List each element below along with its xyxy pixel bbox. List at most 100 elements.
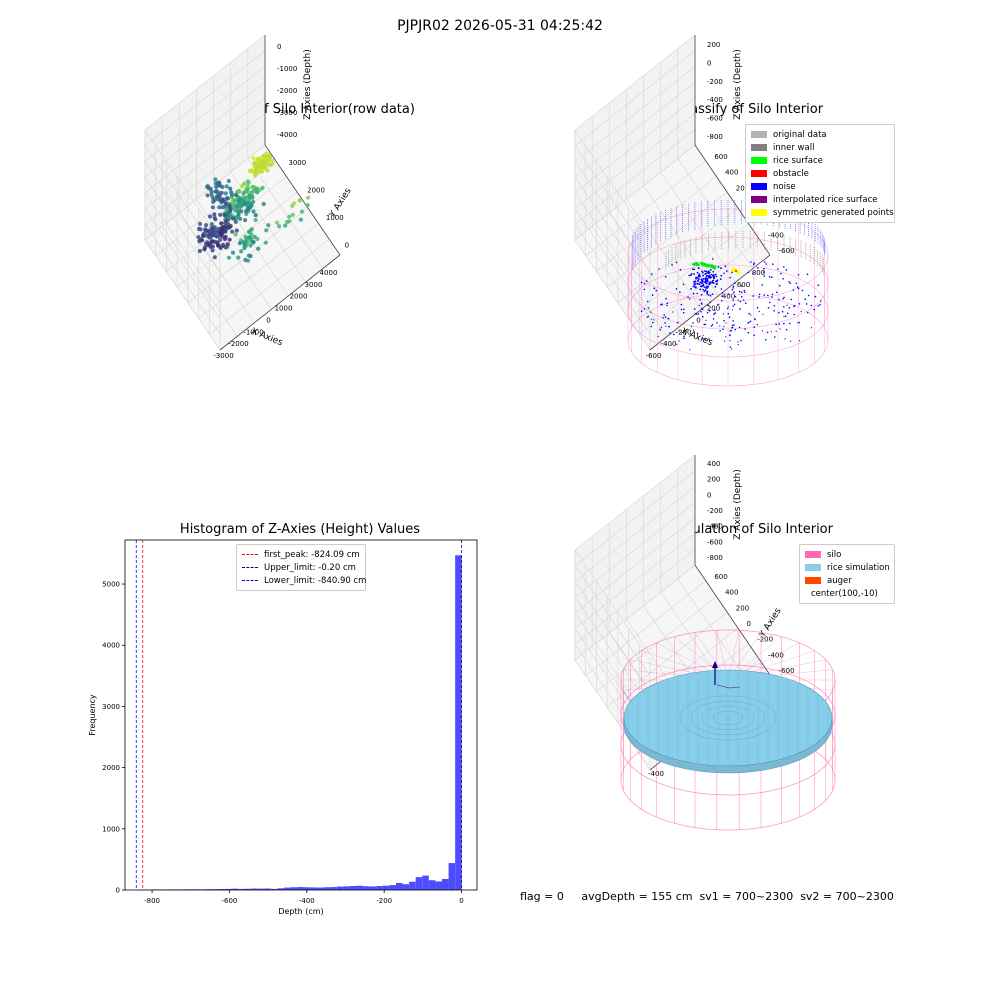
p2-noise-point [711, 324, 714, 326]
p1-data-point [244, 237, 249, 242]
p2-noise-point [664, 322, 666, 324]
p2-noise-point [661, 303, 663, 305]
p2-noise-point [693, 283, 696, 285]
p2-noise-point [798, 303, 801, 305]
p1-data-point [248, 243, 253, 248]
p2-y-tick-label: -600 [779, 247, 795, 255]
p3-y-axis-label: Frequency [88, 694, 97, 736]
p2-noise-point [798, 321, 801, 324]
p2-noise-point [704, 279, 707, 282]
p2-noise-point [730, 327, 733, 329]
legend-label: silo [827, 549, 842, 560]
p1-y-tick-label: 2000 [307, 186, 325, 194]
p3-histogram-bar [317, 887, 324, 890]
p1-y-tick-label: 3000 [288, 159, 306, 167]
legend-item: silo [805, 548, 889, 561]
p4-y-tick-label: -400 [768, 651, 784, 659]
p1-data-point [252, 234, 257, 239]
p2-noise-point [719, 330, 721, 332]
p2-noise-point [747, 271, 750, 274]
legend-item: obstacle [751, 167, 889, 180]
p4-x-tick-label: -400 [648, 770, 664, 778]
p2-noise-point [705, 275, 708, 278]
p2-rice-surface [692, 261, 740, 274]
p2-noise-point [668, 318, 670, 320]
p2-noise-point [689, 274, 692, 277]
p2-noise-point [700, 302, 703, 304]
legend-item: original data [751, 128, 889, 141]
p1-grid-line [209, 239, 330, 335]
legend-label: inner wall [773, 142, 815, 153]
p2-noise-point [779, 328, 781, 330]
p2-noise-point [650, 311, 652, 313]
p2-noise-point [789, 322, 791, 325]
p1-data-point [209, 239, 214, 244]
p2-noise-point [640, 281, 643, 284]
p2-noise-point [707, 285, 709, 288]
p2-x-tick-label: 200 [707, 305, 720, 313]
p1-data-point [239, 249, 244, 254]
p2-noise-point [720, 288, 723, 290]
p2-noise-point [732, 287, 734, 289]
p2-noise-point [707, 304, 709, 306]
p2-noise-point [726, 307, 729, 310]
p1-data-point [208, 186, 213, 191]
p1-z-tick-label: -3000 [277, 109, 297, 117]
p3-histogram-bar [271, 888, 278, 890]
p2-noise-point [680, 303, 683, 306]
p2-noise-point [775, 330, 777, 332]
p4-auger-arrow [712, 661, 718, 668]
p4-y-tick-label: 0 [747, 620, 751, 628]
p1-data-point [209, 222, 214, 227]
p4-y-axis-line [694, 564, 771, 676]
p2-noise-point [675, 261, 678, 264]
p3-histogram-bar [205, 889, 212, 890]
p2-grid-line [677, 158, 754, 269]
p2-noise-point [762, 271, 765, 273]
p2-noise-point [711, 281, 714, 284]
p2-floor-pane [575, 145, 770, 350]
p2-noise-point [770, 331, 772, 333]
p2-noise-point [794, 304, 796, 307]
p2-noise-point [705, 282, 708, 285]
p1-data-point [287, 214, 292, 219]
p3-bars [139, 555, 462, 890]
p2-noise-point [701, 337, 704, 340]
p1-data-point [207, 214, 213, 219]
legend-line [242, 554, 258, 555]
p3-histogram-bar [349, 886, 357, 890]
p2-noise-point [700, 294, 703, 296]
p2-noise-point [695, 278, 697, 280]
p2-noise-point [647, 307, 650, 309]
p3-y-tick-label: 3000 [102, 703, 120, 711]
p1-data-point [245, 240, 250, 245]
p2-noise-point [737, 341, 739, 343]
p2-noise-point [721, 295, 723, 297]
p1-y-tick-label: 1000 [326, 214, 344, 222]
p2-noise-point [697, 267, 700, 270]
legend-item: Upper_limit: -0.20 cm [242, 561, 360, 574]
p2-noise-point [754, 318, 756, 320]
p2-noise-point [713, 274, 715, 276]
p2-noise-point [731, 326, 734, 329]
p2-grid-line [574, 144, 696, 351]
p1-data-point [243, 218, 248, 223]
p2-obstacle-point [735, 270, 737, 272]
p2-rice-surface-point [702, 263, 705, 267]
p1-data-point [255, 189, 260, 195]
p2-noise-point [782, 298, 784, 300]
p2-back-pane [575, 35, 695, 240]
p2-noise-point [678, 340, 680, 342]
p2-grid-line [591, 226, 668, 337]
p1-data-point [212, 197, 217, 202]
p1-grid-line [144, 129, 266, 335]
p4-y-tick-label: -600 [779, 667, 795, 675]
p1-grid-line [247, 158, 324, 269]
p2-noise-point [792, 289, 795, 291]
simulation-3d-plot: -400-2000200400600-600-400-2000200400600… [574, 454, 836, 831]
p2-noise-point [738, 326, 741, 329]
p3-histogram-bar [251, 888, 258, 890]
p2-noise-point [671, 264, 673, 266]
p2-noise-point [723, 272, 725, 275]
p1-data-point [201, 233, 206, 238]
